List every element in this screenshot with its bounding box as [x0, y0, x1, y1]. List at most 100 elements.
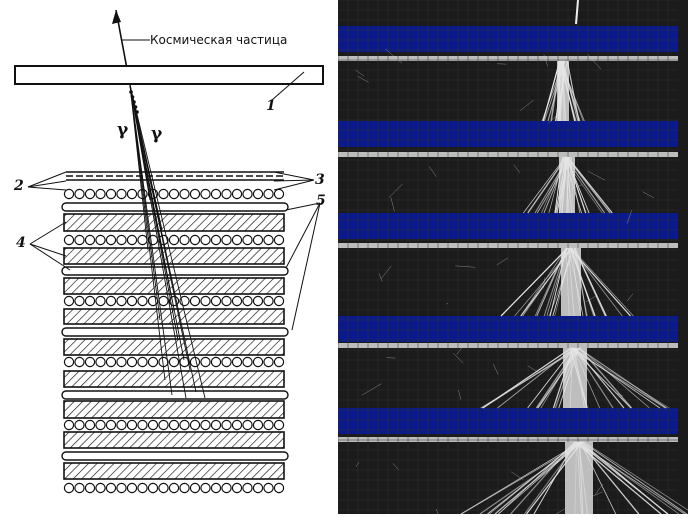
counter-tube	[75, 420, 84, 429]
particle-caption: Космическая частица	[150, 33, 287, 47]
counter-tube	[127, 296, 136, 305]
counter-tube	[264, 235, 273, 244]
lead-plate	[64, 214, 284, 231]
counter-tube	[96, 296, 105, 305]
lead-plate	[64, 401, 284, 418]
particle-arrowhead	[112, 10, 121, 24]
counter-tube	[222, 357, 231, 366]
counter-tube	[75, 189, 84, 198]
counter-tube	[180, 235, 189, 244]
counter-tube	[274, 296, 283, 305]
counter-tube	[211, 483, 220, 492]
counter-tube	[211, 296, 220, 305]
counter-tube	[222, 296, 231, 305]
tube-row	[64, 420, 283, 429]
counter-tube	[64, 189, 73, 198]
counter-tube	[138, 420, 147, 429]
counter-tube	[222, 483, 231, 492]
counter-tube	[201, 189, 210, 198]
label-5: 5	[316, 194, 326, 208]
counter-tube	[232, 235, 241, 244]
track-dot	[135, 110, 139, 114]
counter-tube	[127, 357, 136, 366]
chamber-divider	[62, 203, 288, 211]
counter-tube	[201, 357, 210, 366]
counter-tube	[117, 189, 126, 198]
counter-tube	[64, 483, 73, 492]
counter-tube	[106, 420, 115, 429]
counter-tube	[190, 296, 199, 305]
counter-tube	[243, 357, 252, 366]
counter-tube	[201, 296, 210, 305]
label-1: 1	[266, 99, 276, 113]
counter-tube	[253, 296, 262, 305]
gamma-label-left: γ	[117, 120, 128, 140]
counter-tube	[117, 483, 126, 492]
counter-tube	[253, 483, 262, 492]
counter-tube	[190, 235, 199, 244]
counter-tube	[85, 189, 94, 198]
counter-tube	[211, 189, 220, 198]
counter-tube	[211, 357, 220, 366]
counter-tube	[85, 483, 94, 492]
counter-tube	[117, 420, 126, 429]
counter-tube	[222, 420, 231, 429]
counter-tube	[64, 420, 73, 429]
counter-tube	[243, 483, 252, 492]
counter-tube	[64, 235, 73, 244]
counter-tube	[169, 235, 178, 244]
counter-tube	[64, 357, 73, 366]
tube-row	[64, 357, 283, 366]
counter-tube	[274, 235, 283, 244]
lead-plate	[64, 339, 284, 355]
track-dot	[132, 100, 136, 104]
counter-tube	[264, 357, 273, 366]
counter-tube	[138, 296, 147, 305]
counter-tube	[180, 483, 189, 492]
counter-tube	[169, 483, 178, 492]
counter-tube	[106, 296, 115, 305]
chamber-stack	[62, 189, 288, 492]
counter-tube	[138, 235, 147, 244]
counter-tube	[85, 420, 94, 429]
counter-tube	[159, 296, 168, 305]
counter-tube	[117, 357, 126, 366]
counter-tube	[232, 483, 241, 492]
counter-tube	[85, 235, 94, 244]
counter-tube	[127, 189, 136, 198]
counter-tube	[64, 296, 73, 305]
chamber-divider	[62, 452, 288, 460]
counter-tube	[85, 357, 94, 366]
counter-tube	[274, 189, 283, 198]
counter-tube	[127, 420, 136, 429]
counter-tube	[232, 189, 241, 198]
counter-tube	[75, 235, 84, 244]
counter-tube	[211, 235, 220, 244]
counter-tube	[180, 189, 189, 198]
counter-tube	[190, 357, 199, 366]
lead-plate	[64, 463, 284, 479]
counter-tube	[117, 235, 126, 244]
counter-tube	[201, 483, 210, 492]
tube-row	[64, 235, 283, 244]
shower-photograph	[338, 0, 688, 514]
counter-tube	[211, 420, 220, 429]
label-2: 2	[14, 179, 24, 193]
counter-tube	[201, 235, 210, 244]
counter-tube	[243, 296, 252, 305]
tube-row	[64, 296, 283, 305]
track-dot	[129, 90, 133, 94]
counter-tube	[169, 420, 178, 429]
lead-plate	[64, 432, 284, 448]
counter-tube	[127, 483, 136, 492]
counter-tube	[243, 235, 252, 244]
counter-tube	[159, 420, 168, 429]
counter-tube	[201, 420, 210, 429]
counter-tube	[169, 357, 178, 366]
counter-tube	[106, 189, 115, 198]
label-4: 4	[16, 236, 26, 250]
counter-tube	[96, 189, 105, 198]
counter-tube	[148, 420, 157, 429]
counter-tube	[106, 235, 115, 244]
counter-tube	[96, 420, 105, 429]
